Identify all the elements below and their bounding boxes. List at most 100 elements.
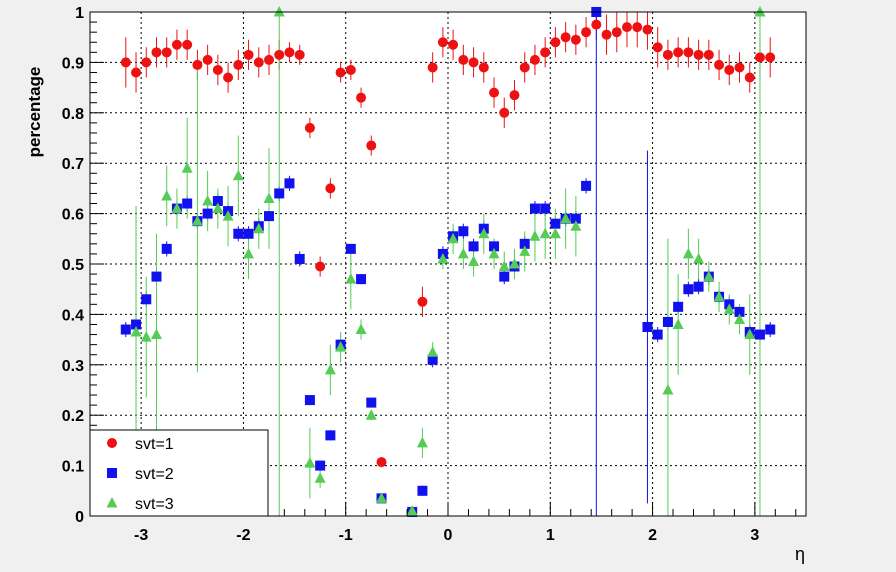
legend-label-svt3: svt=3 <box>135 496 174 513</box>
point-svt3 <box>212 202 224 214</box>
point-svt3 <box>734 313 746 324</box>
point-svt2 <box>458 226 469 237</box>
point-svt2 <box>274 188 285 199</box>
y-tick-label: 0.3 <box>62 358 84 375</box>
point-svt2 <box>581 180 592 191</box>
point-svt3 <box>754 6 766 17</box>
point-svt1 <box>120 57 131 68</box>
point-svt3 <box>130 326 142 337</box>
x-tick-label: 3 <box>750 527 759 544</box>
point-svt1 <box>642 24 653 35</box>
point-svt3 <box>682 247 694 259</box>
point-svt1 <box>662 49 673 60</box>
y-tick-label: 0.9 <box>62 55 84 72</box>
point-svt2 <box>519 238 530 249</box>
point-svt3 <box>478 227 490 239</box>
x-tick-label: 2 <box>648 527 657 544</box>
y-tick-label: 0.1 <box>62 459 84 476</box>
point-svt3 <box>376 492 388 503</box>
point-svt1 <box>427 62 438 73</box>
legend-marker-svt1 <box>107 438 117 448</box>
point-svt2 <box>673 301 684 312</box>
point-svt3 <box>335 341 347 352</box>
point-svt2 <box>366 397 377 408</box>
point-svt1 <box>253 57 264 68</box>
point-svt2 <box>417 485 428 496</box>
point-svt1 <box>356 92 367 103</box>
point-svt3 <box>529 230 541 241</box>
point-svt3 <box>232 169 244 181</box>
point-svt1 <box>274 49 285 60</box>
y-tick-label: 1 <box>75 5 84 22</box>
point-svt3 <box>416 436 428 448</box>
point-svt3 <box>539 227 551 239</box>
point-svt2 <box>683 284 694 295</box>
point-svt2 <box>356 274 367 285</box>
point-svt1 <box>223 72 234 83</box>
point-svt1 <box>529 54 540 65</box>
point-svt2 <box>489 241 500 252</box>
point-svt3 <box>171 202 183 214</box>
legend-marker-svt3 <box>106 497 118 508</box>
y-tick-label: 0.2 <box>62 408 84 425</box>
point-svt3 <box>672 318 684 329</box>
point-svt1 <box>202 54 213 65</box>
axes: -3 -2 -1 0 1 2 3 0 0.1 0.2 0.3 0.4 0.5 0.6 0.7 0.8 0.9 1 <box>62 5 797 544</box>
point-svt3 <box>263 192 275 203</box>
point-svt3 <box>304 457 316 468</box>
point-svt2 <box>141 294 152 305</box>
point-svt1 <box>325 183 336 194</box>
legend: svt=1 svt=2 svt=3 <box>89 429 269 517</box>
point-svt3 <box>519 245 531 256</box>
x-tick-label: -1 <box>339 527 353 544</box>
y-axis-label: percentage <box>25 67 44 158</box>
y-tick-label: 0 <box>75 509 84 526</box>
point-svt2 <box>529 203 540 214</box>
point-svt2 <box>182 198 193 209</box>
point-svt2 <box>315 460 326 471</box>
point-svt1 <box>765 52 776 63</box>
point-svt3 <box>355 323 367 335</box>
point-svt3 <box>693 252 705 264</box>
point-svt1 <box>345 64 356 75</box>
legend-marker-svt2 <box>107 468 117 478</box>
point-svt2 <box>264 211 274 222</box>
point-svt2 <box>233 228 244 239</box>
point-svt2 <box>131 319 142 330</box>
point-svt3 <box>191 215 203 226</box>
point-svt1 <box>754 52 765 63</box>
point-svt3 <box>508 258 520 269</box>
point-svt3 <box>488 247 500 259</box>
point-svt1 <box>509 90 520 101</box>
point-svt1 <box>448 39 459 50</box>
point-svt1 <box>611 27 622 38</box>
point-svt2 <box>468 241 479 252</box>
point-svt2 <box>734 306 745 317</box>
point-svt2 <box>120 324 131 335</box>
point-svt1 <box>437 37 448 48</box>
point-svt1 <box>540 47 551 58</box>
point-svt1 <box>632 22 643 33</box>
point-svt1 <box>315 261 326 272</box>
point-svt3 <box>150 328 162 340</box>
point-svt3 <box>560 212 572 224</box>
y-tick-label: 0.4 <box>62 307 84 324</box>
point-svt2 <box>212 196 223 206</box>
point-svt1 <box>744 72 755 83</box>
point-svt3 <box>723 303 735 314</box>
point-svt1 <box>233 59 244 70</box>
x-tick-label: -3 <box>134 527 148 544</box>
point-svt1 <box>581 27 592 38</box>
point-svt3 <box>222 210 234 221</box>
point-svt1 <box>417 296 428 307</box>
point-svt1 <box>192 59 203 70</box>
point-svt3 <box>713 290 725 302</box>
point-svt1 <box>376 457 387 468</box>
point-svt1 <box>304 122 315 133</box>
point-svt2 <box>652 329 663 340</box>
point-svt3 <box>457 247 469 259</box>
point-svt1 <box>141 57 152 68</box>
y-tick-label: 0.5 <box>62 257 84 274</box>
data-markers <box>120 6 776 517</box>
point-svt3 <box>703 270 715 282</box>
